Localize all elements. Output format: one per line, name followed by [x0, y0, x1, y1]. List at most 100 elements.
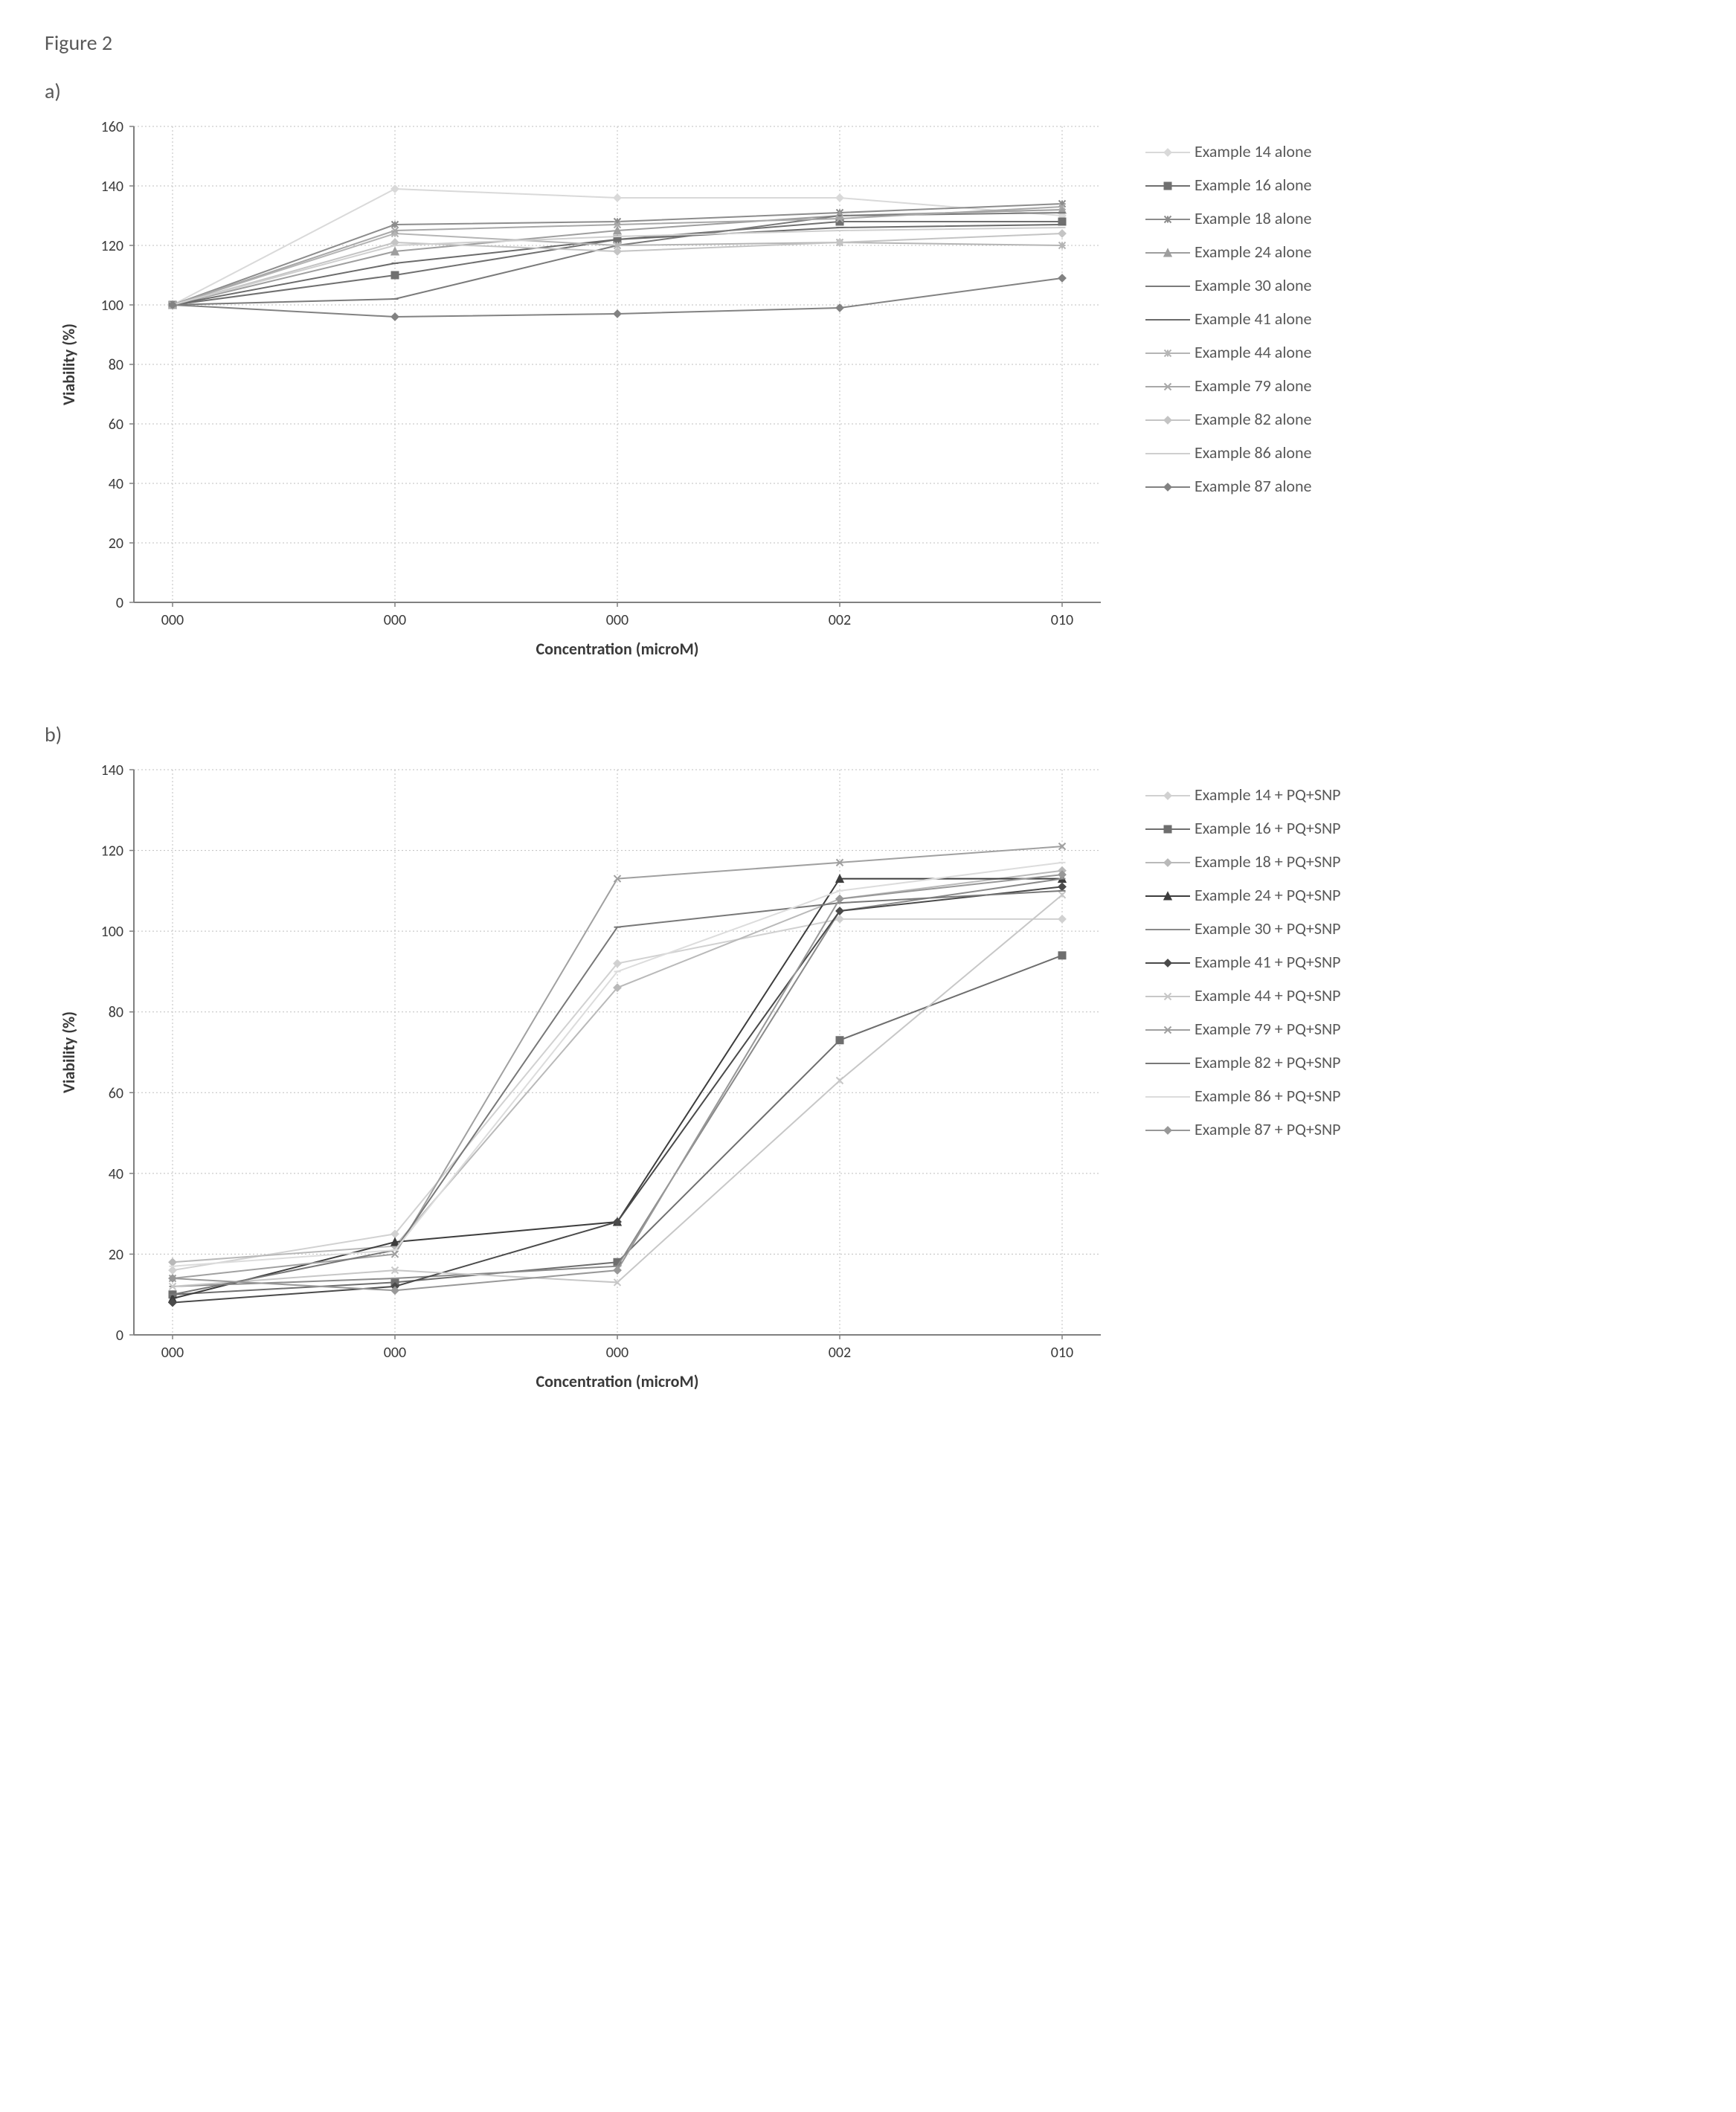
legend-swatch: [1145, 144, 1190, 159]
svg-text:Concentration (microM): Concentration (microM): [536, 1371, 698, 1391]
svg-text:20: 20: [109, 1246, 123, 1263]
legend-label: Example 18 + PQ+SNP: [1195, 851, 1341, 872]
legend-swatch: [1145, 345, 1190, 360]
svg-text:000: 000: [384, 611, 406, 629]
legend-label: Example 30 alone: [1195, 275, 1311, 295]
svg-text:60: 60: [109, 416, 123, 434]
legend-swatch: [1145, 988, 1190, 1003]
legend-swatch: [1145, 211, 1190, 226]
svg-text:000: 000: [606, 1344, 629, 1362]
svg-text:40: 40: [109, 475, 123, 493]
svg-text:140: 140: [101, 178, 123, 196]
legend-item: Example 18 alone: [1145, 208, 1311, 228]
legend-item: Example 82 + PQ+SNP: [1145, 1052, 1341, 1072]
svg-text:0: 0: [116, 594, 123, 612]
legend-item: Example 24 + PQ+SNP: [1145, 885, 1341, 905]
chart-b: 020406080100120140000000000002010Viabili…: [45, 755, 1131, 1409]
legend-label: Example 30 + PQ+SNP: [1195, 918, 1341, 939]
legend-a: Example 14 alone Example 16 alone Example …: [1145, 141, 1311, 496]
svg-text:80: 80: [109, 356, 123, 374]
svg-text:20: 20: [109, 535, 123, 553]
legend-swatch: [1145, 312, 1190, 326]
svg-text:140: 140: [101, 762, 123, 779]
legend-label: Example 79 alone: [1195, 376, 1311, 396]
legend-label: Example 82 alone: [1195, 409, 1311, 429]
svg-text:000: 000: [384, 1344, 406, 1362]
legend-label: Example 82 + PQ+SNP: [1195, 1052, 1341, 1072]
legend-item: Example 79 alone: [1145, 376, 1311, 396]
legend-item: Example 24 alone: [1145, 242, 1311, 262]
legend-swatch: [1145, 888, 1190, 903]
svg-text:160: 160: [101, 118, 123, 136]
svg-text:Viability (%): Viability (%): [59, 323, 79, 405]
chart-a: 020406080100120140160000000000002010Viab…: [45, 112, 1131, 677]
svg-text:000: 000: [161, 1344, 184, 1362]
svg-text:002: 002: [829, 1344, 851, 1362]
legend-swatch: [1145, 1022, 1190, 1037]
svg-text:120: 120: [101, 843, 123, 860]
legend-label: Example 41 alone: [1195, 309, 1311, 329]
svg-text:000: 000: [606, 611, 629, 629]
panel-b-label: b): [45, 721, 1691, 747]
legend-label: Example 86 + PQ+SNP: [1195, 1086, 1341, 1106]
legend-item: Example 16 alone: [1145, 175, 1311, 195]
legend-item: Example 30 + PQ+SNP: [1145, 918, 1341, 939]
legend-swatch: [1145, 788, 1190, 802]
legend-swatch: [1145, 245, 1190, 260]
legend-label: Example 16 + PQ+SNP: [1195, 818, 1341, 838]
legend-item: Example 41 + PQ+SNP: [1145, 952, 1341, 972]
legend-swatch: [1145, 1089, 1190, 1104]
svg-text:40: 40: [109, 1165, 123, 1183]
legend-item: Example 79 + PQ+SNP: [1145, 1019, 1341, 1039]
svg-text:100: 100: [101, 297, 123, 315]
svg-text:Concentration (microM): Concentration (microM): [536, 639, 698, 659]
panel-b-row: 020406080100120140000000000002010Viabili…: [45, 755, 1691, 1409]
legend-item: Example 82 alone: [1145, 409, 1311, 429]
legend-swatch: [1145, 379, 1190, 393]
legend-label: Example 14 alone: [1195, 141, 1311, 161]
legend-swatch: [1145, 479, 1190, 494]
legend-label: Example 44 + PQ+SNP: [1195, 985, 1341, 1005]
svg-text:0: 0: [116, 1327, 123, 1345]
legend-swatch: [1145, 955, 1190, 970]
legend-swatch: [1145, 178, 1190, 193]
legend-label: Example 14 + PQ+SNP: [1195, 785, 1341, 805]
legend-item: Example 41 alone: [1145, 309, 1311, 329]
legend-swatch: [1145, 278, 1190, 293]
svg-text:120: 120: [101, 237, 123, 255]
svg-text:010: 010: [1051, 1344, 1073, 1362]
svg-text:60: 60: [109, 1084, 123, 1102]
legend-swatch: [1145, 1055, 1190, 1070]
legend-swatch: [1145, 412, 1190, 427]
legend-item: Example 86 alone: [1145, 442, 1311, 463]
legend-item: Example 44 + PQ+SNP: [1145, 985, 1341, 1005]
svg-text:002: 002: [829, 611, 851, 629]
legend-swatch: [1145, 921, 1190, 936]
legend-label: Example 18 alone: [1195, 208, 1311, 228]
legend-item: Example 87 + PQ+SNP: [1145, 1119, 1341, 1139]
legend-label: Example 41 + PQ+SNP: [1195, 952, 1341, 972]
legend-item: Example 14 alone: [1145, 141, 1311, 161]
legend-item: Example 14 + PQ+SNP: [1145, 785, 1341, 805]
legend-label: Example 16 alone: [1195, 175, 1311, 195]
legend-item: Example 16 + PQ+SNP: [1145, 818, 1341, 838]
legend-b: Example 14 + PQ+SNP Example 16 + PQ+SNP Ex…: [1145, 785, 1341, 1139]
svg-text:80: 80: [109, 1004, 123, 1022]
legend-label: Example 24 alone: [1195, 242, 1311, 262]
legend-item: Example 87 alone: [1145, 476, 1311, 496]
panel-a-row: 020406080100120140160000000000002010Viab…: [45, 112, 1691, 677]
legend-item: Example 30 alone: [1145, 275, 1311, 295]
legend-swatch: [1145, 445, 1190, 460]
legend-label: Example 86 alone: [1195, 442, 1311, 463]
legend-label: Example 44 alone: [1195, 342, 1311, 362]
svg-text:Viability (%): Viability (%): [59, 1011, 79, 1093]
legend-swatch: [1145, 1122, 1190, 1137]
legend-label: Example 87 alone: [1195, 476, 1311, 496]
legend-swatch: [1145, 821, 1190, 836]
legend-item: Example 18 + PQ+SNP: [1145, 851, 1341, 872]
figure-title: Figure 2: [45, 30, 1691, 56]
legend-label: Example 79 + PQ+SNP: [1195, 1019, 1341, 1039]
svg-text:000: 000: [161, 611, 184, 629]
panel-a-label: a): [45, 78, 1691, 104]
legend-label: Example 24 + PQ+SNP: [1195, 885, 1341, 905]
